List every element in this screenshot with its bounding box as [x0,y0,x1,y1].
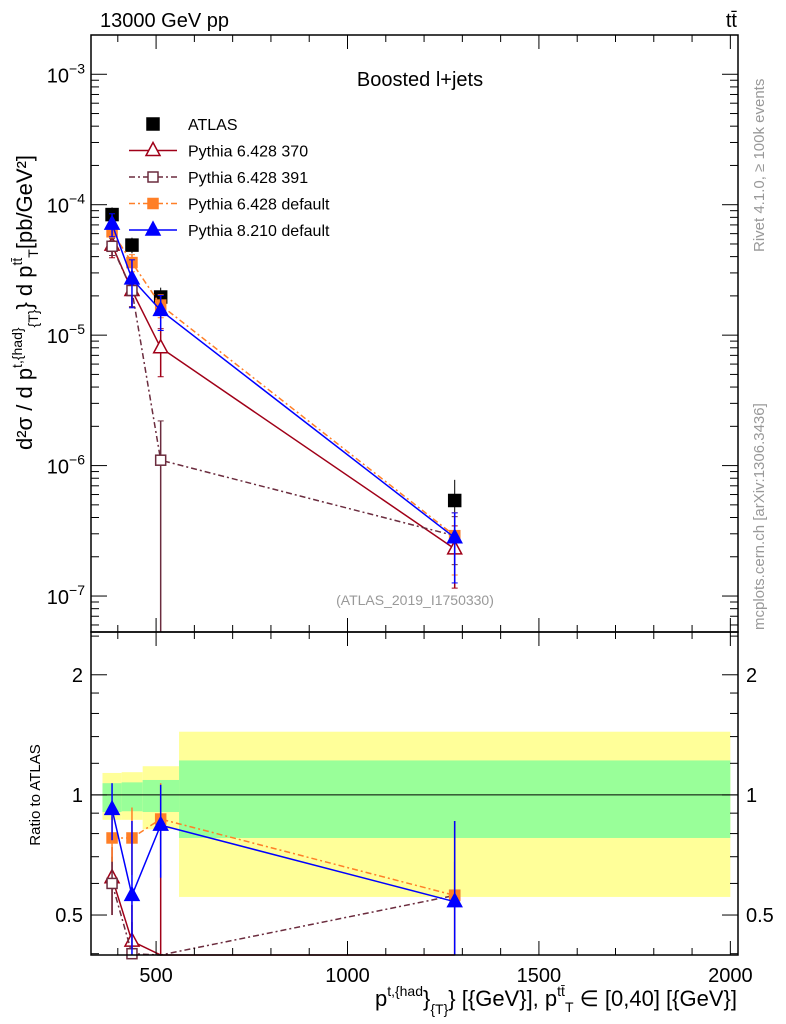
legend: ATLAS Pythia 6.428 370 Pythia 6.428 391 Pyt… [129,117,330,240]
axes: 500 1000 1500 2000 10−3 10−4 10−5 10−6 10−7 0.5 0.… [47,34,774,987]
ratio-tick-label: 2 [746,665,757,687]
legend-marker [144,140,162,157]
y-tick-label: 10−4 [47,191,85,218]
ratio-tick-label: 1 [746,785,757,807]
point [152,300,169,317]
ratio-tick-label: 0.5 [746,905,774,927]
y-label-part: } d p [12,265,37,309]
side-text-top: Rivet 4.1.0, ≥ 100k events [751,79,768,252]
point [103,214,121,230]
y-axis-label: d²σ / d pt,{had}{T}} d ptt̄T[pb/GeV²] [9,155,41,450]
series-line [111,231,456,537]
ratio-series-line [112,818,455,897]
ratio-point [152,815,169,831]
y-label-sup: t,{had} [9,327,25,368]
ratio-point [123,885,141,902]
data-point [125,238,139,252]
data-point [447,493,462,508]
x-tick-label: 1500 [517,965,562,987]
y-label-sub: T [25,249,41,258]
ratio-tick-label: 0.5 [55,905,83,927]
legend-marker [144,220,162,236]
legend-marker [147,197,159,210]
ratio-tick-label: 2 [72,665,83,687]
y-tick-label: 10−5 [47,321,85,348]
y-tick-label: 10−7 [47,582,85,609]
x-label-sub: {T} [430,1001,448,1017]
series-pythia-8-210-default [103,213,463,955]
x-label-sup: tt̄ [557,983,565,999]
ratio-frame [90,631,739,956]
ratio-point [106,877,118,890]
point [123,269,141,285]
ratio-point [446,892,463,908]
y-label-sub: {T} [25,309,41,327]
chart-title: Boosted l+jets [357,69,483,91]
header-left: 13000 GeV pp [100,10,229,32]
point [154,454,167,466]
x-label-sub: T [565,999,574,1015]
x-label-part: } [{GeV}], p [448,986,557,1011]
series-layer [103,207,463,960]
y-tick-label: 10−3 [47,60,85,87]
legend-label: ATLAS [188,117,238,134]
legend-marker [147,171,159,183]
y-label-part: d²σ / d p [12,368,37,450]
series-line [111,245,455,537]
ratio-y-label: Ratio to ATLAS [27,744,44,845]
ratio-tick-label: 1 [72,785,83,807]
header-right: tt̄ [726,10,738,32]
legend-label: Pythia 6.428 default [188,197,330,214]
legend-label: Pythia 8.210 default [188,223,330,240]
point [446,528,463,544]
ratio-point [103,799,121,816]
legend-label: Pythia 6.428 370 [188,144,308,161]
y-tick-label: 10−6 [47,452,85,479]
x-label-sup: t,{had [387,983,423,999]
ratio-band-inner [121,782,143,812]
watermark: (ATLAS_2019_I1750330) [336,592,494,608]
side-text-bottom: mcplots.cern.ch [arXiv:1306.3436] [751,403,768,630]
series-line [111,223,456,539]
point [152,338,169,354]
y-label-part: [pb/GeV²] [12,155,37,249]
legend-label: Pythia 6.428 391 [188,170,308,187]
point [106,240,118,253]
ratio-bands [91,731,738,897]
x-label-part: } [423,986,430,1011]
x-axis-label: pt,{had}{T}} [{GeV}], ptt̄T ∈ [0,40] [{G… [375,983,737,1017]
ratio-series-line [111,809,455,903]
legend-marker [146,117,160,131]
x-tick-label: 1000 [325,965,370,987]
y-label-sup: tt̄ [9,258,25,266]
x-label-part: p [375,986,387,1011]
x-tick-label: 500 [139,965,172,987]
x-tick-label: 2000 [708,965,753,987]
x-label-part: ∈ [0,40] [{GeV}] [574,986,738,1011]
